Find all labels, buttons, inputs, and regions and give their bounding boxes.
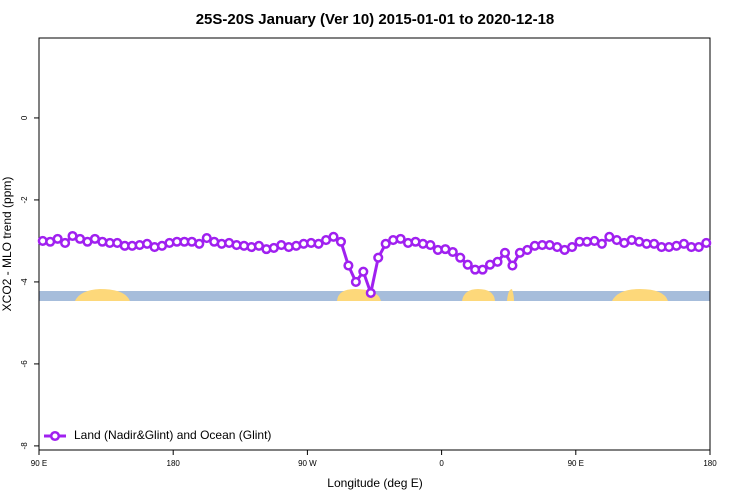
land-segment [507,289,514,301]
data-point [343,260,354,271]
land-segment [75,289,130,301]
data-point [492,256,503,267]
land-segment [462,289,495,301]
y-axis-label: XCO2 - MLO trend (ppm) [0,177,14,312]
x-tick-label: 180 [703,459,717,468]
x-axis-label: Longitude (deg E) [327,476,422,490]
data-point [52,233,63,244]
data-point [477,264,488,275]
data-point [194,238,205,249]
data-point [701,237,712,249]
data-point [201,233,212,244]
x-tick-label: 90 W [298,459,317,468]
y-tick-label: 0 [20,115,29,120]
data-point [455,252,466,263]
data-point [350,276,361,287]
x-tick-label: 180 [167,459,181,468]
data-point [365,287,376,299]
data-point [522,244,533,255]
data-point [328,231,339,242]
data-point [373,252,384,263]
x-tick-label: 90 E [568,459,584,468]
data-point [60,237,71,249]
data-point [380,238,391,249]
legend-label: Land (Nadir&Glint) and Ocean (Glint) [74,428,271,442]
chart-title: 25S-20S January (Ver 10) 2015-01-01 to 2… [196,11,555,28]
data-point [462,259,473,270]
data-point [447,246,458,258]
data-point [335,236,347,247]
y-tick-label: -6 [20,360,29,368]
data-point [313,238,324,249]
data-point [596,238,607,249]
data-point [507,260,518,271]
data-point [395,233,406,244]
data-point [499,247,511,258]
y-tick-label: -2 [20,196,29,204]
data-point [358,266,369,277]
data-point [693,242,704,253]
x-tick-label: 90 E [31,459,47,468]
land-segment [612,289,668,301]
data-point [567,242,578,253]
y-tick-label: -8 [20,442,29,450]
x-tick-label: 0 [439,459,444,468]
legend-marker [49,430,61,442]
y-tick-label: -4 [20,278,29,286]
data-point [425,239,436,251]
